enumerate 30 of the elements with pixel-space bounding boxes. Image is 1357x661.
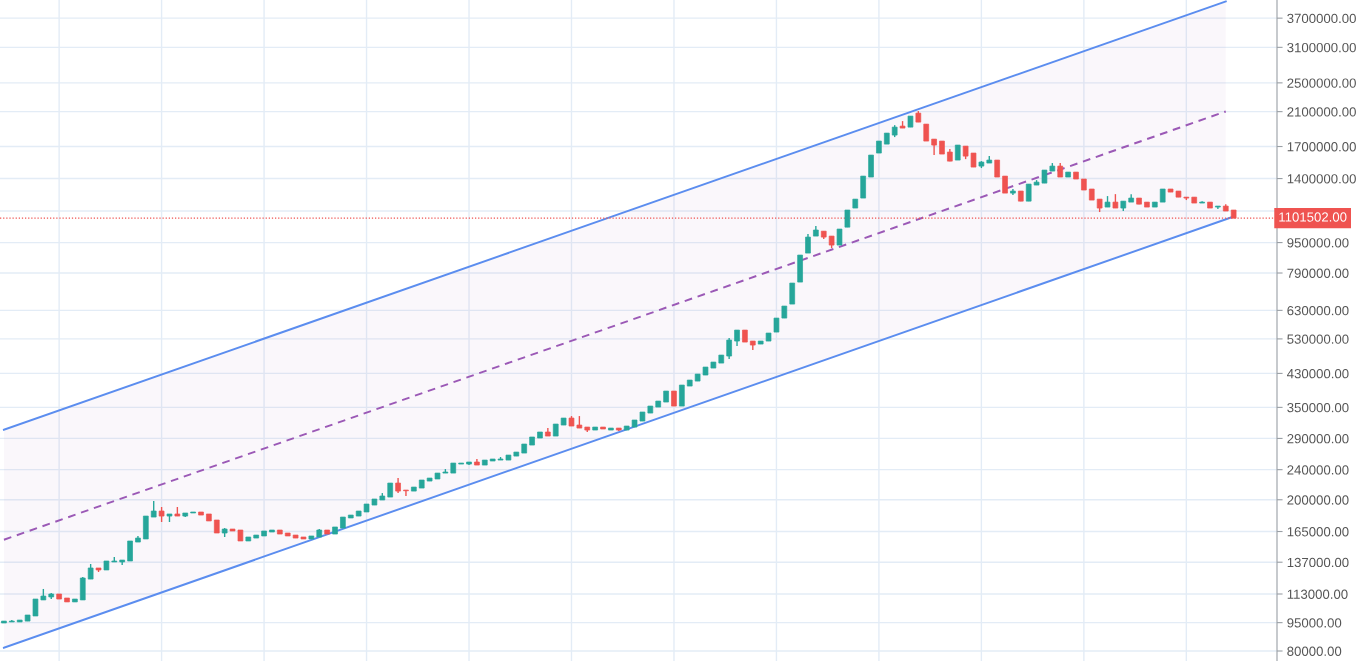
- y-tick-label: 1700000.00: [1287, 142, 1356, 152]
- ref-line-label: 1101502.00: [1279, 212, 1347, 222]
- y-tick-label: 3100000.00: [1287, 42, 1356, 53]
- y-tick-label: 137000.00: [1287, 557, 1349, 568]
- y-tick-label: 630000.00: [1287, 305, 1349, 316]
- y-tick-label: 3700000.00: [1287, 13, 1356, 24]
- y-tick-label: 240000.00: [1287, 465, 1349, 475]
- candlestick: [789, 282, 796, 305]
- y-tick-label: 2100000.00: [1287, 107, 1356, 117]
- y-tick-label: 950000.00: [1287, 238, 1349, 248]
- y-tick-label: 790000.00: [1287, 268, 1349, 278]
- candlestick: [679, 384, 685, 407]
- y-tick-label: 350000.00: [1287, 402, 1349, 413]
- y-tick-label: 430000.00: [1287, 368, 1349, 379]
- candlestick: [726, 337, 732, 360]
- y-tick-label: 2500000.00: [1287, 78, 1356, 88]
- y-tick-label: 113000.00: [1287, 589, 1348, 599]
- y-tick-label: 1400000.00: [1287, 174, 1356, 184]
- y-tick-label: 80000.00: [1287, 646, 1342, 656]
- candlestick: [868, 154, 874, 178]
- candlestick: [860, 175, 866, 199]
- candlestick: [805, 233, 811, 254]
- candlestick: [127, 540, 133, 562]
- y-tick-label: 165000.00: [1287, 527, 1349, 537]
- y-tick-label: 290000.00: [1287, 434, 1349, 444]
- candlestick: [403, 489, 409, 497]
- y-tick-label: 95000.00: [1287, 618, 1342, 628]
- y-tick-label: 530000.00: [1287, 334, 1349, 344]
- candlestick: [143, 515, 149, 540]
- y-tick-label: 200000.00: [1287, 495, 1349, 505]
